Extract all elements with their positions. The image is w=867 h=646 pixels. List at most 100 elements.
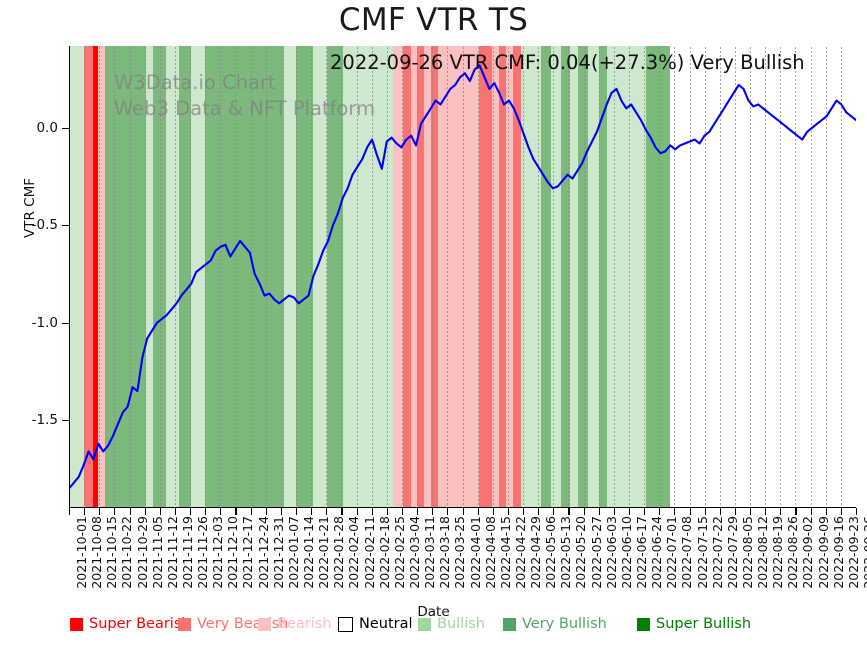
legend-item[interactable]: Super Bullish xyxy=(637,616,751,632)
x-tick-mark xyxy=(825,508,827,515)
x-tick-label: 2022-03-25 xyxy=(452,516,468,589)
x-gridline xyxy=(280,46,282,508)
x-tick-mark xyxy=(326,508,328,515)
regime-band xyxy=(541,46,551,508)
x-tick-mark xyxy=(174,508,177,515)
x-gridline xyxy=(220,46,222,508)
x-gridline xyxy=(840,46,842,508)
x-gridline xyxy=(598,46,600,508)
x-tick-mark xyxy=(523,508,525,515)
x-tick-label: 2022-02-25 xyxy=(391,516,407,589)
x-gridline xyxy=(523,46,525,508)
x-tick-label: 2022-07-15 xyxy=(694,516,710,589)
y-tick-label: -0.5 xyxy=(31,217,58,234)
x-tick-mark xyxy=(704,508,706,515)
page-title: CMF VTR TS xyxy=(338,2,529,38)
x-gridline xyxy=(174,46,176,508)
regime-band xyxy=(371,46,382,508)
regime-band xyxy=(342,46,351,508)
regime-band xyxy=(569,46,579,508)
x-tick-mark xyxy=(613,508,615,515)
x-tick-mark xyxy=(265,508,267,515)
regime-band xyxy=(84,46,94,508)
legend-item[interactable]: Bearish xyxy=(258,616,332,632)
x-tick-mark xyxy=(356,508,358,515)
y-tick-mark xyxy=(62,322,69,324)
legend-swatch-icon xyxy=(70,617,83,631)
legend-item[interactable]: Neutral xyxy=(338,616,413,632)
regime-band xyxy=(392,46,404,508)
x-gridline xyxy=(84,46,86,508)
regime-band xyxy=(560,46,570,508)
x-gridline xyxy=(265,46,267,508)
x-tick-label: 2022-07-08 xyxy=(679,516,695,589)
x-gridline xyxy=(659,46,661,508)
x-gridline xyxy=(447,46,449,508)
x-axis-label: Date xyxy=(417,604,450,620)
x-tick-label: 2021-10-01 xyxy=(74,516,89,589)
legend-swatch-icon xyxy=(637,617,650,631)
x-tick-mark xyxy=(84,508,86,515)
regime-band xyxy=(478,46,493,508)
regime-band xyxy=(76,46,85,508)
x-tick-mark xyxy=(280,508,282,515)
x-tick-mark xyxy=(235,508,237,515)
x-gridline xyxy=(114,46,116,508)
x-tick-label: 2022-02-18 xyxy=(376,516,392,589)
x-tick-mark xyxy=(129,508,131,515)
x-gridline xyxy=(159,46,161,508)
gridline-layer xyxy=(69,46,856,508)
x-gridline xyxy=(462,46,464,508)
x-gridline xyxy=(689,46,691,508)
x-gridline xyxy=(719,46,721,508)
regime-band xyxy=(205,46,285,508)
x-tick-label: 2022-06-10 xyxy=(618,516,634,589)
x-gridline xyxy=(492,46,494,508)
x-gridline xyxy=(129,46,131,508)
latest-value-annotation: 2022-09-26 VTR CMF: 0.04(+27.3%) Very Bu… xyxy=(330,51,805,74)
x-gridline xyxy=(386,46,388,508)
regime-band xyxy=(191,46,206,508)
cmf-series-line xyxy=(69,64,856,490)
regime-band xyxy=(520,46,529,508)
x-gridline xyxy=(825,46,827,508)
x-gridline xyxy=(553,46,555,508)
regime-band xyxy=(550,46,561,508)
legend-item[interactable]: Bullish xyxy=(418,616,485,632)
x-gridline xyxy=(507,46,509,508)
regime-band xyxy=(93,46,98,508)
x-gridline xyxy=(568,46,570,508)
legend-label: Bullish xyxy=(437,616,485,632)
legend-item[interactable]: Very Bullish xyxy=(503,616,607,632)
x-gridline xyxy=(674,46,676,508)
x-tick-label: 2022-04-22 xyxy=(512,516,528,589)
x-tick-mark xyxy=(734,508,737,515)
x-tick-mark xyxy=(674,508,676,515)
x-gridline xyxy=(750,46,752,508)
x-tick-label: 2021-10-15 xyxy=(104,516,120,589)
regime-band xyxy=(506,46,513,508)
x-tick-label: 2022-03-11 xyxy=(422,516,438,589)
legend-item[interactable]: Super Bearish xyxy=(70,616,191,632)
regime-band xyxy=(403,46,412,508)
regime-band xyxy=(179,46,192,508)
x-tick-mark xyxy=(583,508,585,515)
regime-band xyxy=(492,46,500,508)
x-gridline xyxy=(417,46,419,508)
regime-band xyxy=(97,46,106,508)
x-tick-mark xyxy=(644,508,646,515)
legend-swatch-icon xyxy=(503,617,516,631)
x-tick-mark xyxy=(417,508,419,515)
x-tick-label: 2022-05-20 xyxy=(573,516,589,589)
legend-label: Bearish xyxy=(277,616,332,632)
x-tick-label: 2022-03-04 xyxy=(406,516,422,589)
x-tick-mark xyxy=(401,508,404,515)
x-tick-label: 2021-12-10 xyxy=(225,516,241,589)
x-gridline xyxy=(341,46,343,508)
x-tick-label: 2022-09-23 xyxy=(845,516,861,589)
x-tick-label: 2022-04-29 xyxy=(528,516,544,589)
x-gridline xyxy=(780,46,782,508)
x-gridline xyxy=(477,46,479,508)
legend: Super Bearish Very Bearish Bearish Neutral B… xyxy=(0,616,867,642)
legend-swatch-icon xyxy=(338,616,353,632)
